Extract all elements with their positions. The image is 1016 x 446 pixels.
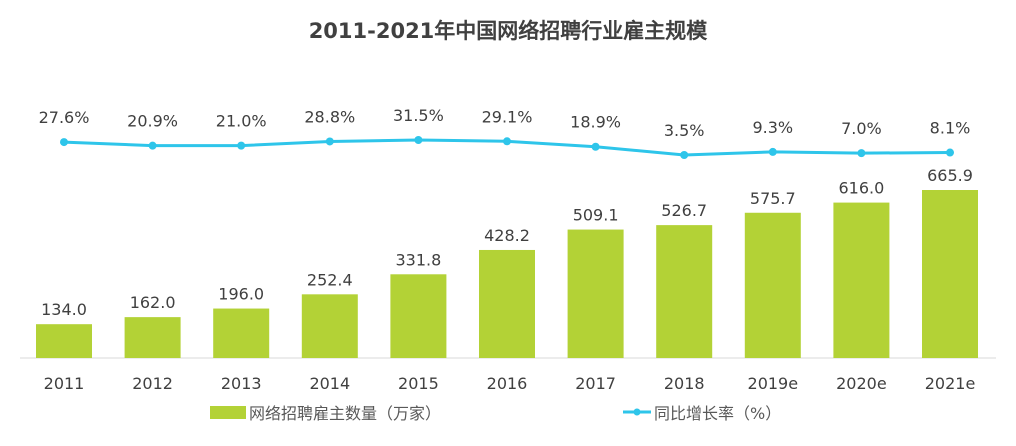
bar-2018 [656,225,713,358]
growth-point [325,137,334,146]
legend-bar-label: 网络招聘雇主数量（万家） [249,404,441,423]
x-tick-label: 2014 [309,374,350,393]
bar-value-label: 252.4 [307,270,353,289]
bar-value-label: 428.2 [484,226,530,245]
growth-value-label: 18.9% [570,113,621,132]
bar-2016 [479,249,535,358]
growth-point [148,141,157,150]
chart-title: 2011-2021年中国网络招聘行业雇主规模 [309,19,709,43]
x-tick-label: 2021e [925,374,976,393]
growth-line: 27.6% 20.9% 21.0% 28.8% 31.5% 29.1% 18.9% 3.5% 9… [39,106,971,159]
x-tick-label: 2011 [44,374,85,393]
bar-2020e [833,202,890,358]
bar-value-label: 134.0 [41,300,87,319]
growth-value-label: 8.1% [930,119,971,138]
bar-value-label: 509.1 [573,206,619,225]
bar-2017 [567,229,624,358]
growth-point [591,142,600,151]
growth-point [946,148,954,157]
bar-value-label: 616.0 [838,179,884,198]
growth-value-label: 29.1% [482,107,533,126]
legend-line-label: 同比增长率（%） [654,404,781,423]
growth-value-label: 21.0% [216,112,267,131]
bars: 134.0 162.0 196.0 252.4 331.8 428.2 509.1 526.7… [36,166,978,358]
bar-value-label: 665.9 [927,166,973,185]
growth-value-label: 7.0% [841,119,882,138]
x-tick-label: 2017 [575,374,616,393]
growth-point [768,147,777,156]
bar-2013 [213,308,270,358]
x-tick-label: 2012 [132,374,173,393]
bar-2011 [36,324,92,358]
bar-2014 [301,294,358,358]
growth-point [503,137,511,146]
bar-value-label: 162.0 [130,293,176,312]
bar-2019e [744,212,801,358]
x-tick-label: 2020e [836,374,887,393]
bar-value-label: 526.7 [661,201,707,220]
x-tick-label: 2015 [398,374,439,393]
bar-2021e [922,190,978,358]
bar-value-label: 575.7 [750,189,796,208]
growth-value-label: 3.5% [664,121,705,140]
legend-bar-swatch [210,406,246,419]
bar-value-label: 196.0 [218,285,264,304]
growth-point [680,151,689,159]
bar-value-label: 331.8 [395,250,441,269]
growth-value-label: 9.3% [752,118,793,137]
growth-value-label: 28.8% [304,107,355,126]
growth-value-label: 31.5% [393,106,444,125]
growth-point [60,138,68,147]
legend: 网络招聘雇主数量（万家） 同比增长率（%） [210,404,781,423]
growth-value-label: 20.9% [127,112,178,131]
bar-2015 [390,274,447,358]
x-tick-labels: 2011 2012 2013 2014 2015 2016 2017 2018 2019e 202… [44,374,976,393]
x-tick-label: 2013 [221,374,262,393]
growth-point [237,141,246,150]
legend-line-marker [633,408,641,416]
x-tick-label: 2019e [748,374,799,393]
growth-point [414,135,423,144]
growth-point [857,149,866,158]
growth-value-label: 27.6% [39,108,90,127]
bar-2012 [124,317,181,358]
x-tick-label: 2018 [664,374,705,393]
x-tick-label: 2016 [487,374,528,393]
